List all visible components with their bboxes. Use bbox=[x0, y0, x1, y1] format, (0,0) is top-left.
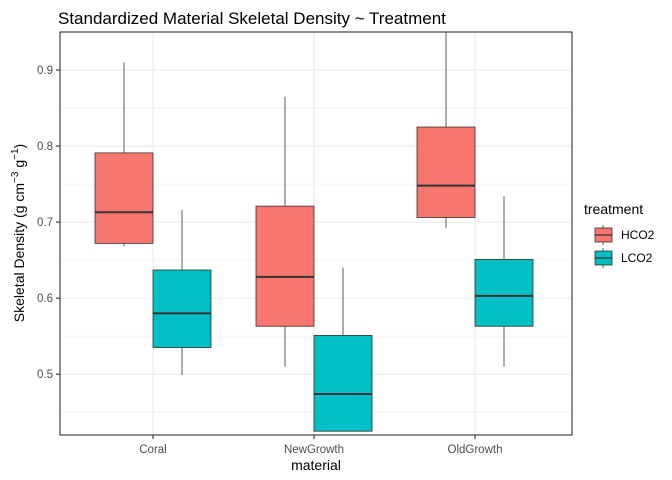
box-LCO2-NewGrowth bbox=[313, 267, 373, 432]
y-tick-label: 0.5 bbox=[37, 369, 53, 381]
legend-label: HCO2 bbox=[621, 228, 655, 242]
box-iqr bbox=[416, 126, 476, 218]
legend-item-LCO2: LCO2 bbox=[594, 248, 653, 268]
y-axis-title: Skeletal Density (g cm−3 g−1) bbox=[10, 144, 27, 322]
legend-label: LCO2 bbox=[621, 251, 653, 265]
y-axis-title-suffix: ) bbox=[11, 144, 27, 149]
box-iqr bbox=[474, 258, 534, 327]
legend: treatment HCO2 LCO2 bbox=[584, 201, 655, 268]
box-HCO2-OldGrowth bbox=[416, 32, 476, 229]
y-axis-title-mid: g bbox=[11, 160, 27, 172]
y-axis-title-exp1: −3 bbox=[10, 171, 21, 183]
box-LCO2-Coral bbox=[152, 209, 212, 375]
panel-border bbox=[59, 31, 573, 436]
box-LCO2-OldGrowth bbox=[474, 196, 534, 367]
x-axis: Coral NewGrowth OldGrowth bbox=[139, 435, 502, 456]
x-axis-title: material bbox=[291, 457, 341, 473]
y-axis-title-exp2: −1 bbox=[10, 148, 21, 160]
box-iqr bbox=[313, 334, 373, 432]
y-tick-label: 0.7 bbox=[37, 217, 53, 229]
legend-title: treatment bbox=[584, 201, 643, 217]
y-tick-label: 0.6 bbox=[37, 293, 53, 305]
legend-item-HCO2: HCO2 bbox=[594, 225, 655, 245]
y-axis-title-prefix: Skeletal Density (g cm bbox=[11, 183, 27, 322]
y-tick-label: 0.8 bbox=[37, 141, 53, 153]
y-tick-label: 0.9 bbox=[37, 65, 53, 77]
x-tick-label: NewGrowth bbox=[284, 444, 344, 456]
x-tick-label: OldGrowth bbox=[448, 444, 503, 456]
box-layer bbox=[94, 32, 534, 432]
box-iqr bbox=[152, 269, 212, 348]
x-tick-label: Coral bbox=[139, 444, 166, 456]
box-HCO2-Coral bbox=[94, 62, 154, 247]
box-iqr bbox=[94, 152, 154, 244]
chart-title: Standardized Material Skeletal Density ~… bbox=[58, 9, 446, 28]
box-iqr bbox=[255, 205, 315, 327]
y-axis: 0.5 0.6 0.7 0.8 0.9 bbox=[37, 65, 60, 381]
box-HCO2-NewGrowth bbox=[255, 96, 315, 367]
